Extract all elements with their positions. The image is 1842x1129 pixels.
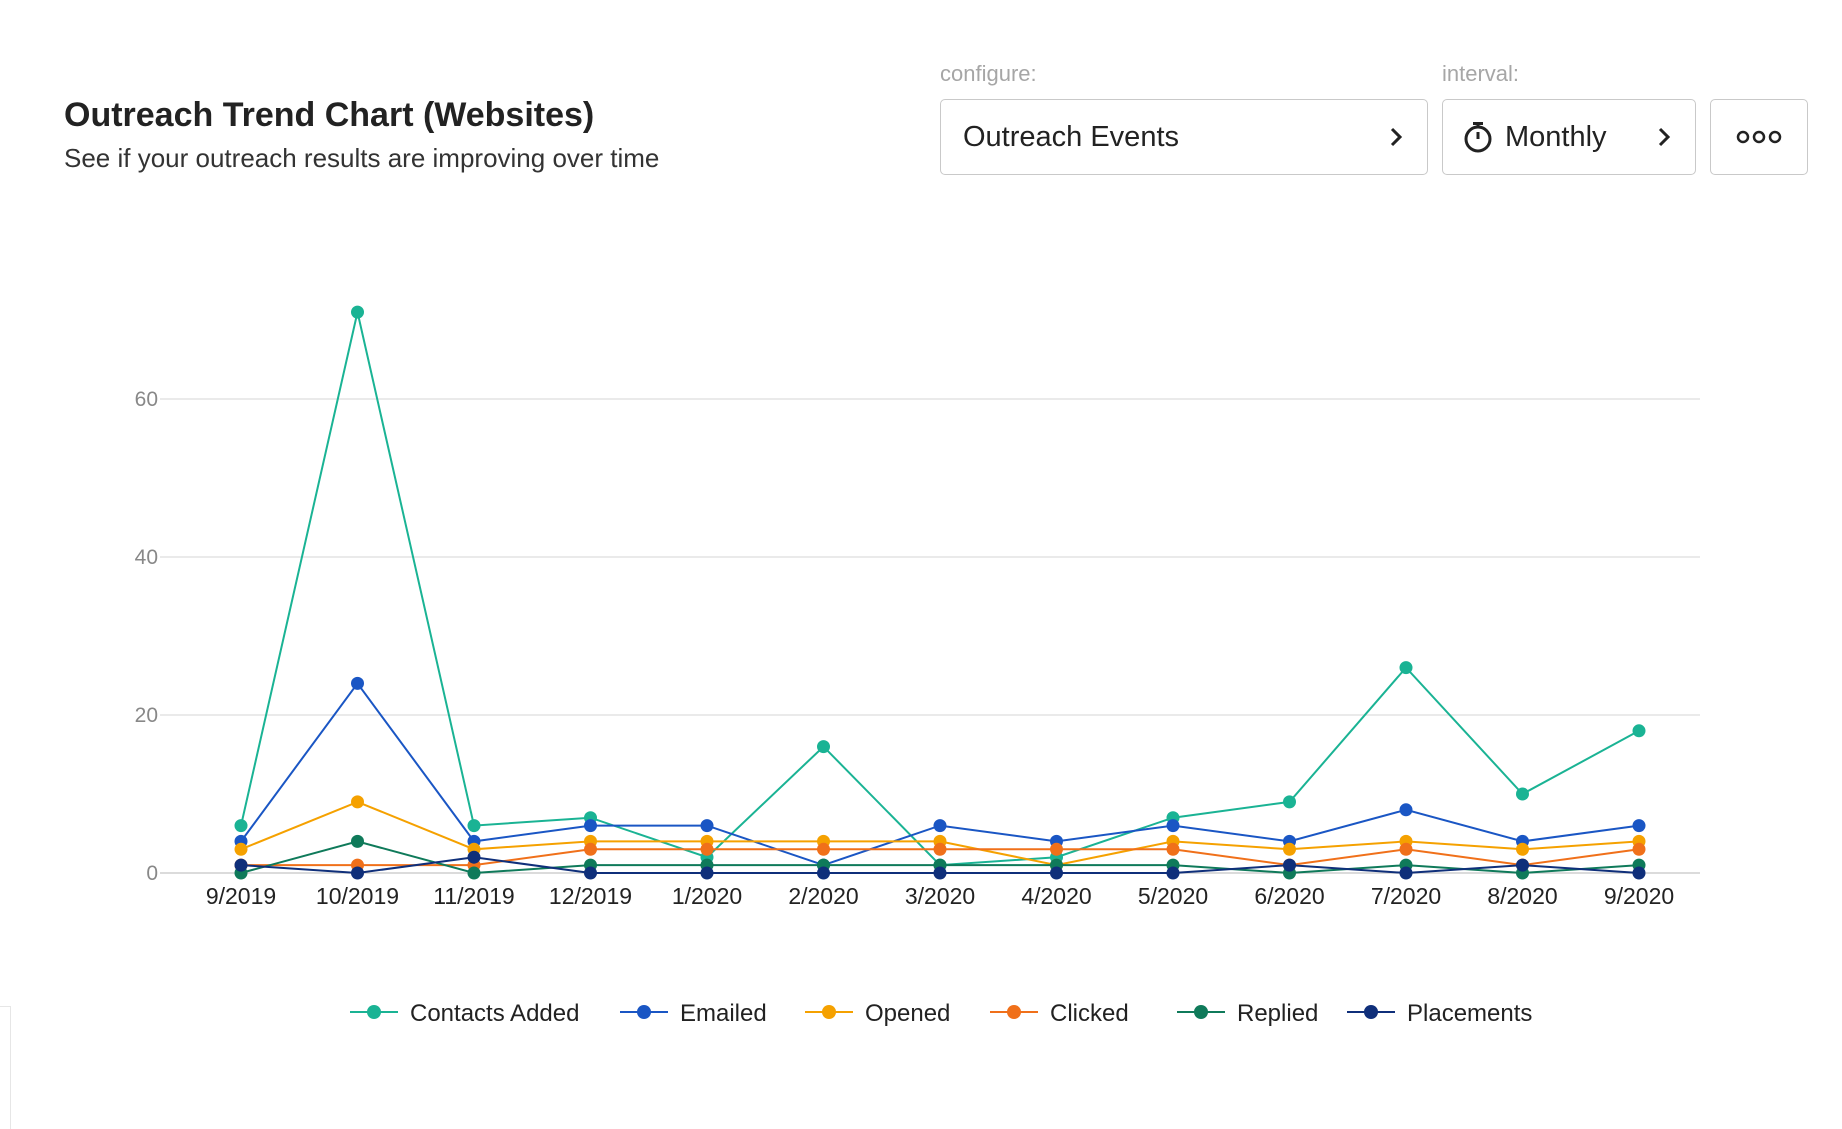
data-point-opened[interactable] — [234, 842, 248, 856]
data-point-emailed[interactable] — [1399, 803, 1413, 817]
y-tick-label: 60 — [135, 388, 158, 411]
interval-value: Monthly — [1505, 120, 1607, 153]
legend-swatch-marker — [1007, 1005, 1021, 1019]
data-point-clicked[interactable] — [700, 842, 714, 856]
data-point-placements[interactable] — [1166, 866, 1180, 880]
y-tick-label: 0 — [146, 862, 158, 885]
x-tick-label: 2/2020 — [788, 883, 858, 909]
x-tick-label: 6/2020 — [1254, 883, 1324, 909]
data-point-opened[interactable] — [351, 795, 364, 809]
data-point-contacts-added[interactable] — [467, 819, 481, 833]
legend-item-opened[interactable]: Opened — [805, 1000, 950, 1027]
data-point-contacts-added[interactable] — [1516, 787, 1529, 801]
interval-select[interactable]: Monthly — [1442, 99, 1696, 175]
legend-swatch-marker — [367, 1005, 381, 1019]
data-point-placements[interactable] — [1399, 866, 1413, 880]
legend-item-emailed[interactable]: Emailed — [620, 1000, 767, 1027]
data-point-contacts-added[interactable] — [1399, 661, 1413, 675]
y-tick-label: 20 — [135, 704, 158, 727]
page-subtitle: See if your outreach results are improvi… — [64, 143, 660, 173]
data-point-replied[interactable] — [467, 866, 481, 880]
legend-swatch-marker — [1364, 1005, 1378, 1019]
data-point-clicked[interactable] — [1166, 842, 1180, 856]
legend-item-placements[interactable]: Placements — [1347, 1000, 1532, 1027]
legend-label: Contacts Added — [410, 1000, 579, 1027]
data-point-placements[interactable] — [584, 866, 597, 880]
data-point-placements[interactable] — [1632, 866, 1646, 880]
legend-label: Opened — [865, 1000, 950, 1027]
data-point-placements[interactable] — [817, 866, 830, 880]
configure-value: Outreach Events — [963, 120, 1179, 153]
data-point-placements[interactable] — [700, 866, 714, 880]
more-options-button[interactable] — [1710, 99, 1808, 175]
data-point-emailed[interactable] — [1632, 819, 1646, 833]
x-tick-label: 8/2020 — [1487, 883, 1557, 909]
legend-label: Emailed — [680, 1000, 767, 1027]
x-tick-label: 7/2020 — [1371, 883, 1441, 909]
series-line-contacts-added — [240, 311, 1640, 867]
x-tick-label: 9/2020 — [1604, 883, 1674, 909]
data-point-opened[interactable] — [1516, 842, 1529, 856]
data-point-contacts-added[interactable] — [817, 740, 830, 754]
x-tick-label: 11/2019 — [433, 883, 514, 909]
data-point-placements[interactable] — [351, 866, 364, 880]
data-point-clicked[interactable] — [584, 842, 597, 856]
data-point-placements[interactable] — [933, 866, 947, 880]
chevron-right-icon — [1390, 127, 1403, 147]
x-tick-label: 10/2019 — [316, 883, 399, 909]
data-point-placements[interactable] — [467, 850, 481, 864]
data-point-placements[interactable] — [1050, 866, 1063, 880]
data-point-opened[interactable] — [1283, 842, 1296, 856]
x-tick-label: 9/2019 — [206, 883, 276, 909]
data-point-contacts-added[interactable] — [1632, 724, 1646, 738]
data-point-contacts-added[interactable] — [1283, 795, 1296, 809]
chevron-right-icon — [1658, 127, 1671, 147]
stopwatch-icon — [1464, 122, 1492, 153]
data-point-emailed[interactable] — [933, 819, 947, 833]
legend-swatch-marker — [822, 1005, 836, 1019]
legend-item-replied[interactable]: Replied — [1177, 1000, 1318, 1027]
data-point-clicked[interactable] — [1632, 842, 1646, 856]
data-point-clicked[interactable] — [933, 842, 947, 856]
more-options-icon — [1736, 130, 1782, 144]
legend-item-contacts-added[interactable]: Contacts Added — [350, 1000, 579, 1027]
data-point-placements[interactable] — [1283, 858, 1296, 872]
legend-label: Clicked — [1050, 1000, 1129, 1027]
data-point-placements[interactable] — [1516, 858, 1529, 872]
configure-label: configure: — [940, 61, 1037, 86]
legend-item-clicked[interactable]: Clicked — [990, 1000, 1129, 1027]
y-tick-label: 40 — [135, 546, 158, 569]
x-tick-label: 4/2020 — [1021, 883, 1091, 909]
data-point-clicked[interactable] — [1399, 842, 1413, 856]
edge-divider — [0, 1006, 11, 1129]
x-tick-label: 1/2020 — [672, 883, 742, 909]
data-point-clicked[interactable] — [1050, 842, 1063, 856]
data-point-contacts-added[interactable] — [351, 305, 364, 319]
data-point-emailed[interactable] — [351, 676, 364, 690]
legend-label: Placements — [1407, 1000, 1532, 1027]
x-tick-label: 12/2019 — [549, 883, 632, 909]
page-title: Outreach Trend Chart (Websites) — [64, 96, 595, 134]
data-point-clicked[interactable] — [817, 842, 830, 856]
legend-swatch-marker — [637, 1005, 651, 1019]
legend-label: Replied — [1237, 1000, 1318, 1027]
data-point-emailed[interactable] — [700, 819, 714, 833]
data-point-contacts-added[interactable] — [234, 819, 248, 833]
data-point-emailed[interactable] — [584, 819, 597, 833]
legend-swatch-marker — [1194, 1005, 1208, 1019]
configure-select[interactable]: Outreach Events — [940, 99, 1428, 175]
data-point-emailed[interactable] — [1166, 819, 1180, 833]
x-tick-label: 5/2020 — [1138, 883, 1208, 909]
x-tick-label: 3/2020 — [905, 883, 975, 909]
data-point-placements[interactable] — [234, 858, 248, 872]
interval-label: interval: — [1442, 61, 1520, 86]
data-point-replied[interactable] — [351, 834, 364, 848]
